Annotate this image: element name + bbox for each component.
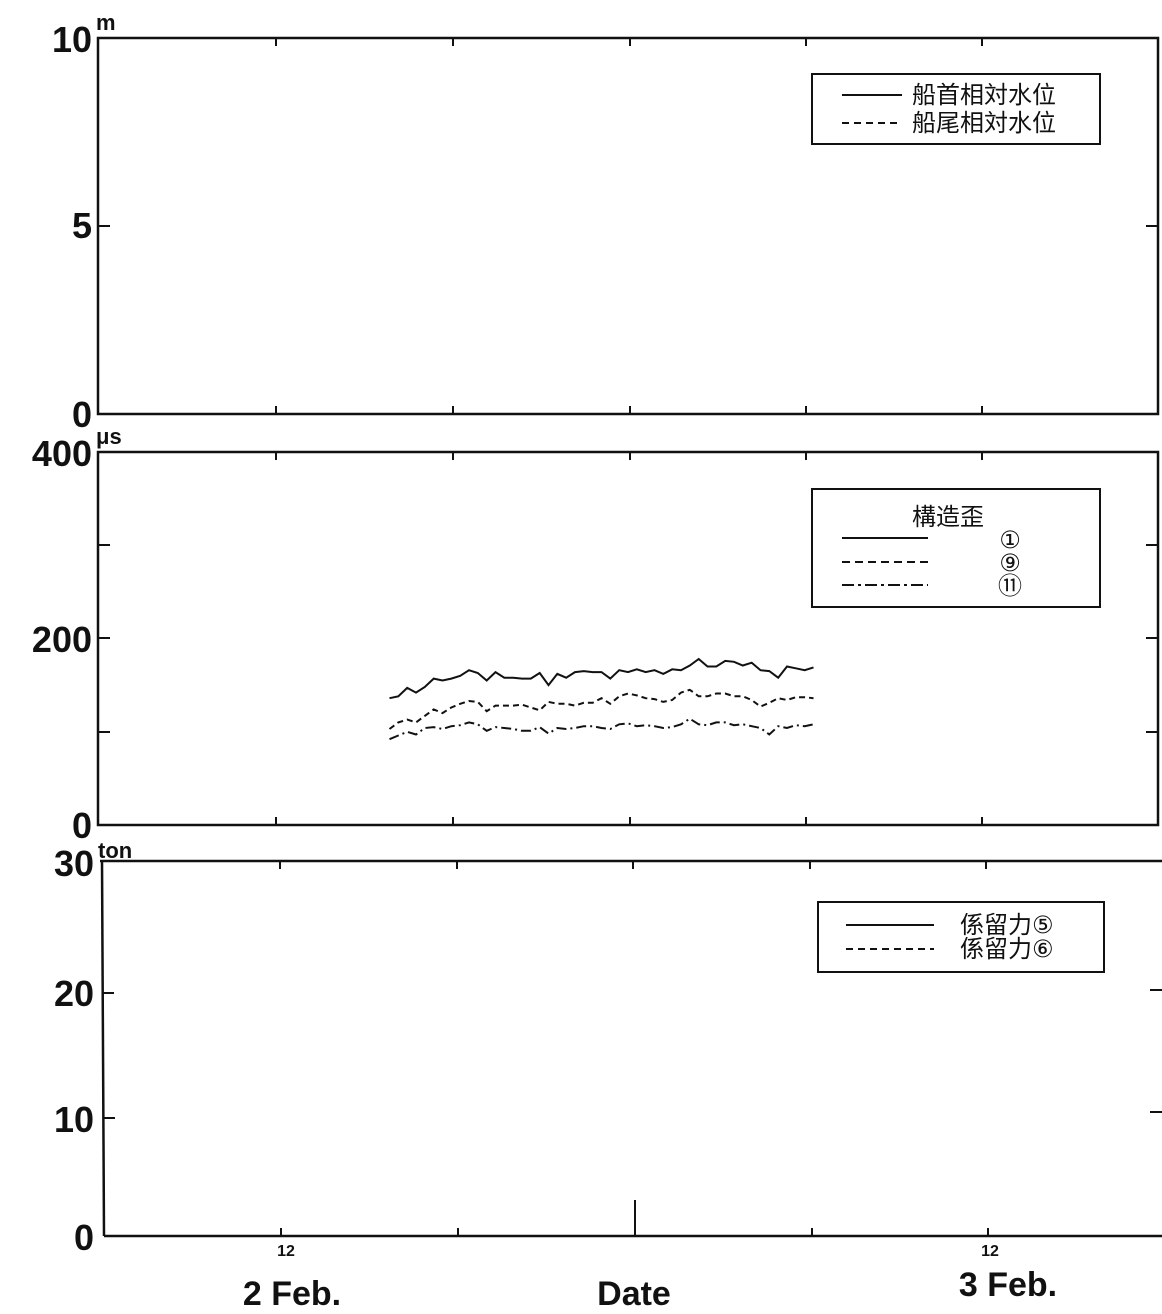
y-tick-mooring-20: 20 [54, 973, 94, 1014]
y-unit-water-level: m [96, 10, 116, 35]
series-strain-1 [389, 657, 814, 700]
legend-strain-title: 構造歪 [912, 504, 984, 531]
y-tick-water-0: 0 [72, 394, 92, 435]
panel-strain: μs 400 200 0 構造歪 ① ⑨ ⑪ [32, 424, 1160, 846]
y-tick-strain-200: 200 [32, 619, 92, 660]
legend-mooring: 係留力⑤ 係留力⑥ [817, 901, 1105, 973]
x-tick-hour-2: 12 [981, 1243, 999, 1260]
legend-label-strain-11: ⑪ [998, 573, 1022, 600]
legend-label-mooring-5: 係留力⑤ [960, 912, 1054, 939]
panel-mooring-force: ton 30 20 10 0 係留力⑤ 係留力⑥ 12 2 Feb. Date … [54, 838, 1162, 1313]
y-tick-strain-0: 0 [72, 805, 92, 846]
panel-mooring-ticks [102, 861, 1162, 1236]
y-tick-mooring-10: 10 [54, 1099, 94, 1140]
series-strain-11 [389, 717, 814, 741]
legend-water-level-box [811, 73, 1101, 145]
x-tick-date-2: 3 Feb. [959, 1266, 1057, 1304]
panel-water-level-ticks [98, 38, 1158, 414]
y-tick-mooring-0: 0 [74, 1217, 94, 1258]
legend-label-mooring-6: 係留力⑥ [960, 936, 1054, 963]
panel-strain-ticks [98, 452, 1158, 825]
legend-label-bow: 船首相対水位 [912, 82, 1056, 109]
panel-mooring-frame-left [100, 860, 106, 1237]
legend-strain-box [811, 488, 1101, 608]
legend-label-stern: 船尾相対水位 [912, 110, 1056, 137]
legend-label-strain-9: ⑨ [999, 550, 1021, 577]
y-tick-water-5: 5 [72, 205, 92, 246]
y-tick-water-10: 10 [52, 19, 92, 60]
legend-water-level: 船首相対水位 船尾相対水位 [811, 73, 1101, 145]
panel-water-level: m 10 5 0 船首相対水位 船尾相対水位 [52, 10, 1160, 435]
y-tick-strain-400: 400 [32, 433, 92, 474]
x-axis-label: Date [597, 1275, 671, 1313]
x-tick-hour-1: 12 [277, 1243, 295, 1260]
x-tick-date-1: 2 Feb. [243, 1275, 341, 1313]
y-unit-strain: μs [96, 424, 122, 449]
y-unit-mooring: ton [98, 838, 132, 863]
y-tick-mooring-30: 30 [54, 843, 94, 884]
legend-strain: 構造歪 ① ⑨ ⑪ [811, 488, 1101, 608]
series-strain-9 [388, 688, 814, 730]
legend-mooring-box [817, 901, 1105, 973]
legend-label-strain-1: ① [999, 527, 1021, 554]
